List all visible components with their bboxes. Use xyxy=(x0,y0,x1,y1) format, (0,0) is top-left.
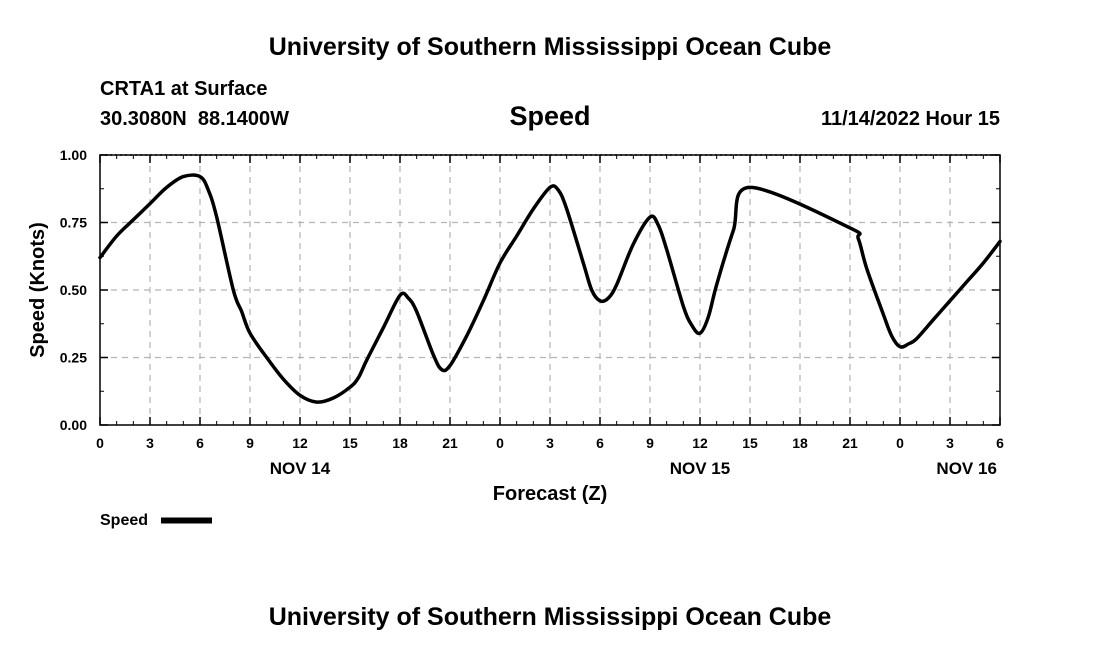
day-label: NOV 16 xyxy=(936,459,996,478)
variable-title: Speed xyxy=(509,101,590,131)
day-label: NOV 15 xyxy=(670,459,730,478)
chart-title: University of Southern Mississippi Ocean… xyxy=(269,33,832,61)
x-axis-title: Forecast (Z) xyxy=(493,483,607,505)
speed-series-line xyxy=(98,173,1002,404)
footer-title: University of Southern Mississippi Ocean… xyxy=(269,603,832,631)
x-tick-label: 3 xyxy=(146,435,154,451)
x-tick-label: 21 xyxy=(842,435,858,451)
x-tick-label: 21 xyxy=(442,435,458,451)
x-tick-label: 0 xyxy=(896,435,904,451)
x-tick-label: 6 xyxy=(196,435,204,451)
coordinates-label: 30.3080N 88.1400W xyxy=(100,108,289,130)
x-tick-label: 12 xyxy=(692,435,708,451)
x-tick-label: 18 xyxy=(792,435,808,451)
y-tick-labels: 0.00 0.25 0.50 0.75 1.00 xyxy=(60,147,87,433)
y-tick-label: 0.00 xyxy=(60,417,87,433)
x-tick-label: 15 xyxy=(342,435,358,451)
y-tick-label: 0.25 xyxy=(60,350,87,366)
x-tick-label: 3 xyxy=(546,435,554,451)
y-tick-label: 0.75 xyxy=(60,215,87,231)
x-tick-label: 18 xyxy=(392,435,408,451)
x-tick-label: 3 xyxy=(946,435,954,451)
day-label: NOV 14 xyxy=(270,459,331,478)
datetime-label: 11/14/2022 Hour 15 xyxy=(821,108,1000,130)
x-tick-label: 9 xyxy=(646,435,654,451)
x-tick-label: 6 xyxy=(596,435,604,451)
y-tick-label: 0.50 xyxy=(60,282,87,298)
station-label: CRTA1 at Surface xyxy=(100,78,267,100)
x-tick-label: 15 xyxy=(742,435,758,451)
y-axis-title: Speed (Knots) xyxy=(27,222,49,358)
x-tick-labels: 0 3 6 9 12 15 18 21 0 3 6 9 12 15 18 21 0 3 6 xyxy=(96,435,1004,451)
day-labels: NOV 14 NOV 15 NOV 16 xyxy=(270,459,997,478)
y-tick-label: 1.00 xyxy=(60,147,87,163)
legend-label: Speed xyxy=(100,512,148,529)
x-tick-label: 6 xyxy=(996,435,1004,451)
x-tick-label: 12 xyxy=(292,435,308,451)
x-tick-label: 9 xyxy=(246,435,254,451)
x-tick-label: 0 xyxy=(96,435,104,451)
x-tick-label: 0 xyxy=(496,435,504,451)
grid-lines xyxy=(100,155,1000,425)
